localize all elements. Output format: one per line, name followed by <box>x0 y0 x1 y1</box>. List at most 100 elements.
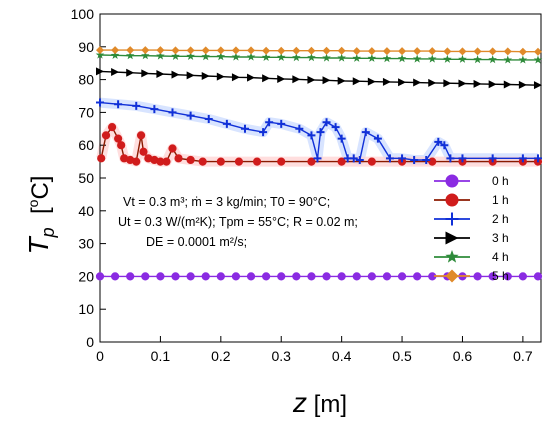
data-point <box>252 157 262 166</box>
legend-entry: 1 h <box>434 193 509 207</box>
data-point <box>292 272 301 281</box>
data-point <box>156 272 165 281</box>
data-point <box>361 128 370 137</box>
data-point <box>322 76 331 85</box>
y-tick-label: 100 <box>71 6 95 22</box>
data-point <box>111 272 120 281</box>
data-point <box>367 272 376 281</box>
data-point <box>503 272 512 281</box>
data-point <box>277 46 286 55</box>
data-point <box>126 46 135 55</box>
data-point <box>265 118 274 127</box>
data-point <box>216 272 225 281</box>
data-point <box>216 157 225 166</box>
data-point <box>240 124 249 133</box>
data-point <box>398 78 407 87</box>
data-point <box>171 272 180 281</box>
data-point <box>322 118 331 127</box>
data-point <box>533 81 542 90</box>
data-point <box>367 53 377 62</box>
data-point <box>186 51 195 60</box>
data-point <box>107 123 117 132</box>
data-point <box>307 157 316 166</box>
x-tick-label: 0.3 <box>271 348 291 364</box>
data-point <box>382 272 392 281</box>
data-point <box>168 108 177 117</box>
data-point <box>473 272 482 281</box>
data-point <box>262 46 271 55</box>
data-point <box>367 77 376 86</box>
data-point <box>262 272 271 281</box>
data-point <box>186 111 195 120</box>
data-point <box>231 272 241 281</box>
data-point <box>292 46 301 55</box>
data-point <box>428 157 437 166</box>
data-point <box>413 47 422 56</box>
series-5h <box>96 46 542 56</box>
data-point <box>201 71 210 80</box>
data-point <box>382 47 391 56</box>
y-tick-label: 70 <box>78 104 94 120</box>
legend-label: 2 h <box>492 212 509 226</box>
legend: 0 h 1 h 2 h 3 h 4 h 5 h <box>434 174 509 283</box>
y-tick-label: 30 <box>78 236 94 252</box>
y-tick-label: 50 <box>78 170 94 186</box>
data-point <box>216 52 226 61</box>
data-point <box>443 47 452 56</box>
legend-label: 0 h <box>492 174 509 188</box>
data-point <box>337 272 346 281</box>
data-point <box>488 154 497 163</box>
data-point <box>125 51 135 60</box>
legend-marker <box>445 174 459 188</box>
data-point <box>259 128 268 137</box>
data-point <box>382 54 392 63</box>
data-point <box>518 80 527 89</box>
data-point <box>533 154 542 163</box>
data-point <box>337 53 346 62</box>
series-line <box>100 49 538 53</box>
data-point <box>533 55 543 64</box>
data-point <box>331 123 340 132</box>
data-point <box>352 272 361 281</box>
legend-marker <box>445 269 459 283</box>
data-point <box>247 73 256 82</box>
series-line <box>99 70 539 86</box>
data-point <box>503 80 512 89</box>
data-point <box>168 144 177 153</box>
data-point <box>422 155 431 164</box>
data-point <box>458 79 467 88</box>
data-point <box>473 79 482 88</box>
data-point <box>367 47 376 56</box>
data-point <box>141 46 150 55</box>
data-point <box>413 272 422 281</box>
data-point <box>292 53 301 62</box>
data-point <box>397 54 407 63</box>
data-point <box>231 73 240 82</box>
data-point <box>247 46 256 55</box>
data-point <box>96 98 104 107</box>
y-axis-ticks: 0 10 20 30 40 50 60 70 80 90 100 <box>71 6 106 350</box>
data-point <box>141 69 150 78</box>
data-point <box>201 272 210 281</box>
data-point <box>458 54 467 63</box>
data-point <box>518 47 527 56</box>
series-2h <box>96 98 542 164</box>
x-tick-label: 0.1 <box>151 348 171 364</box>
series-3h <box>96 67 542 90</box>
data-point <box>136 131 146 140</box>
data-point <box>412 54 422 63</box>
series-1h <box>97 123 543 166</box>
data-point <box>277 157 286 166</box>
data-point <box>488 55 497 64</box>
data-point <box>295 124 304 133</box>
data-point <box>126 68 135 77</box>
data-point <box>313 154 322 163</box>
legend-label: 5 h <box>492 269 509 283</box>
data-point <box>231 46 240 55</box>
data-point <box>132 157 141 166</box>
data-point <box>373 134 382 143</box>
data-point <box>277 119 286 128</box>
data-point <box>171 46 180 55</box>
data-point <box>198 157 207 166</box>
data-point <box>352 47 361 56</box>
